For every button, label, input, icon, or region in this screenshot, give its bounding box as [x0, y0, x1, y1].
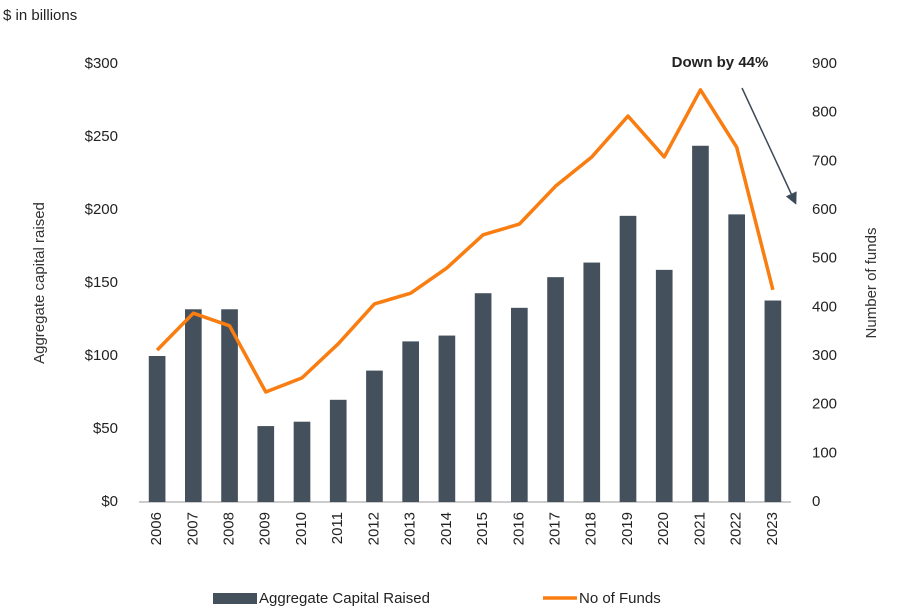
- y-tick-label: $300: [85, 55, 118, 72]
- x-tick-label: 2012: [365, 512, 382, 545]
- y2-axis-title: Number of funds: [863, 228, 880, 339]
- y2-tick-label: 400: [812, 298, 837, 315]
- legend-swatch: [213, 593, 257, 604]
- y2-tick-label: 100: [812, 444, 837, 461]
- x-tick-label: 2014: [438, 512, 455, 545]
- x-tick-label: 2018: [583, 512, 600, 545]
- x-tick-label: 2022: [728, 512, 745, 545]
- bar: [583, 262, 601, 502]
- bar: [257, 426, 275, 502]
- y2-tick-label: 700: [812, 152, 837, 169]
- line: [155, 88, 775, 394]
- x-tick-label: 2021: [691, 512, 708, 545]
- x-tick-label: 2016: [510, 512, 527, 545]
- x-tick-label: 2006: [148, 512, 165, 545]
- y2-tick-label: 800: [812, 104, 837, 121]
- y-tick-label: $50: [93, 420, 118, 437]
- y2-tick-label: 600: [812, 201, 837, 218]
- bar: [402, 341, 419, 502]
- y-tick-label: $250: [85, 128, 118, 145]
- bar: [511, 307, 528, 502]
- bar: [764, 300, 782, 502]
- x-tick-label: 2008: [221, 512, 238, 545]
- x-tick-label: 2010: [293, 512, 310, 545]
- bar: [293, 421, 311, 502]
- y2-tick-label: 300: [812, 347, 837, 364]
- legend-label: Aggregate Capital Raised: [259, 590, 430, 607]
- legend-label: No of Funds: [579, 590, 661, 607]
- y-tick-label: $150: [85, 274, 118, 291]
- subtitle: $ in billions: [3, 7, 77, 24]
- bar: [728, 214, 745, 502]
- bar: [329, 399, 347, 502]
- x-tick-label: 2017: [547, 512, 564, 545]
- x-tick-label: 2019: [619, 512, 636, 545]
- x-tick-label: 2023: [764, 512, 781, 545]
- x-tick-label: 2020: [655, 512, 672, 545]
- y2-tick-label: 900: [812, 55, 837, 72]
- y2-tick-label: 0: [812, 493, 820, 510]
- bar: [692, 145, 709, 502]
- x-tick-label: 2007: [184, 512, 201, 545]
- annotation: Down by 44%: [672, 54, 769, 71]
- bar: [655, 269, 673, 502]
- bar: [221, 309, 238, 502]
- y-tick-label: $200: [85, 201, 118, 218]
- bar: [185, 309, 202, 502]
- y-tick-label: $0: [101, 493, 118, 510]
- annotation-arrow: [741, 87, 797, 205]
- x-tick-label: 2013: [402, 512, 419, 545]
- bar: [619, 215, 637, 502]
- bar: [366, 370, 383, 502]
- x-tick-label: 2015: [474, 512, 491, 545]
- bar: [474, 293, 492, 502]
- y-tick-label: $100: [85, 347, 118, 364]
- bar: [148, 356, 166, 502]
- y2-tick-label: 500: [812, 250, 837, 267]
- bar: [547, 277, 564, 502]
- y2-tick-label: 200: [812, 396, 837, 413]
- x-tick-label: 2009: [257, 512, 274, 545]
- x-tick-label: 2011: [329, 512, 346, 544]
- bar: [438, 335, 456, 502]
- y-axis-title: Aggregate capital raised: [31, 202, 48, 364]
